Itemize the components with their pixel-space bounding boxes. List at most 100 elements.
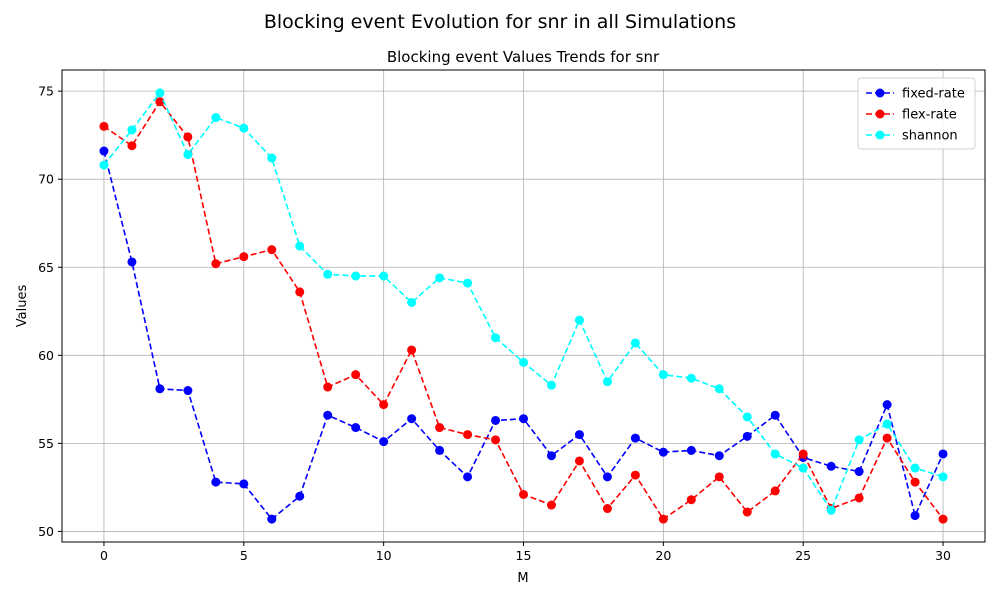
data-point-shannon: [127, 125, 137, 135]
data-point-fixed-rate: [938, 449, 948, 459]
data-point-flex-rate: [742, 507, 752, 517]
data-point-fixed-rate: [546, 451, 556, 461]
x-tick-label: 10: [376, 548, 392, 563]
data-point-fixed-rate: [658, 447, 668, 457]
data-point-flex-rate: [155, 97, 165, 107]
data-point-flex-rate: [239, 252, 249, 262]
data-point-shannon: [99, 160, 109, 170]
legend-item-flex-rate: flex-rate: [866, 108, 957, 123]
data-point-flex-rate: [574, 456, 584, 466]
data-point-shannon: [407, 297, 417, 307]
data-point-shannon: [742, 412, 752, 422]
data-point-flex-rate: [323, 382, 333, 392]
axis-ticks: 0 5 10 15 20 25 30 50 55 60 65 70 75: [38, 84, 951, 563]
x-tick-label: 0: [100, 548, 108, 563]
data-point-fixed-rate: [714, 451, 724, 461]
x-tick-label: 5: [240, 548, 248, 563]
data-point-shannon: [435, 273, 445, 283]
y-tick-label: 65: [38, 260, 54, 275]
y-tick-label: 75: [38, 84, 54, 99]
data-point-fixed-rate: [183, 386, 193, 396]
data-point-fixed-rate: [155, 384, 165, 394]
data-point-shannon: [267, 153, 277, 163]
x-tick-label: 25: [795, 548, 811, 563]
data-point-fixed-rate: [211, 477, 221, 487]
data-point-shannon: [798, 463, 808, 473]
data-point-shannon: [351, 271, 361, 281]
data-point-shannon: [686, 373, 696, 383]
series-shannon: [99, 88, 948, 515]
data-point-shannon: [574, 315, 584, 325]
data-point-shannon: [714, 384, 724, 394]
data-point-shannon: [295, 241, 305, 251]
legend-label: fixed-rate: [902, 87, 965, 102]
data-point-flex-rate: [854, 493, 864, 503]
data-point-flex-rate: [267, 245, 277, 255]
data-point-fixed-rate: [239, 479, 249, 489]
data-point-fixed-rate: [519, 414, 528, 424]
data-point-flex-rate: [658, 514, 668, 524]
data-point-shannon: [938, 472, 948, 482]
legend-marker: [875, 88, 885, 98]
data-point-fixed-rate: [742, 431, 752, 441]
data-point-fixed-rate: [854, 467, 864, 477]
legend-marker: [875, 109, 885, 119]
data-point-shannon: [155, 88, 165, 98]
legend-item-fixed-rate: fixed-rate: [866, 87, 965, 102]
legend-label: flex-rate: [902, 108, 957, 123]
data-point-shannon: [882, 419, 892, 429]
data-point-shannon: [211, 113, 221, 123]
data-point-fixed-rate: [323, 410, 333, 420]
y-tick-label: 70: [38, 172, 54, 187]
data-point-flex-rate: [407, 345, 417, 355]
data-point-fixed-rate: [574, 430, 584, 440]
data-point-flex-rate: [686, 495, 696, 505]
data-point-flex-rate: [798, 449, 808, 459]
data-point-shannon: [910, 463, 920, 473]
data-point-flex-rate: [882, 433, 892, 443]
data-point-flex-rate: [463, 430, 473, 440]
data-point-fixed-rate: [99, 146, 109, 156]
figure-suptitle: Blocking event Evolution for snr in all …: [264, 11, 736, 33]
data-point-flex-rate: [127, 141, 137, 151]
data-point-flex-rate: [183, 132, 193, 142]
data-point-flex-rate: [99, 121, 109, 131]
data-point-shannon: [658, 370, 668, 380]
data-point-fixed-rate: [491, 415, 501, 425]
data-point-fixed-rate: [267, 514, 277, 524]
data-point-fixed-rate: [826, 461, 836, 471]
legend: fixed-rate flex-rate shannon: [857, 77, 976, 150]
data-point-shannon: [826, 505, 836, 515]
legend-item-shannon: shannon: [866, 129, 958, 144]
data-point-shannon: [770, 449, 780, 459]
data-point-fixed-rate: [770, 410, 780, 420]
data-point-shannon: [630, 338, 640, 348]
data-point-shannon: [323, 269, 333, 279]
y-tick-label: 50: [38, 524, 54, 539]
data-point-flex-rate: [910, 477, 920, 487]
data-point-fixed-rate: [435, 445, 445, 455]
y-tick-label: 55: [38, 436, 54, 451]
data-point-shannon: [379, 271, 389, 281]
data-point-shannon: [854, 435, 864, 445]
data-point-fixed-rate: [295, 491, 305, 501]
data-point-shannon: [602, 377, 612, 387]
plot-title: Blocking event Values Trends for snr: [387, 48, 660, 66]
data-point-flex-rate: [379, 400, 389, 410]
data-point-flex-rate: [938, 514, 948, 524]
x-axis-label: M: [517, 571, 528, 586]
data-point-shannon: [239, 123, 249, 133]
data-point-flex-rate: [295, 287, 305, 297]
series-layer: [99, 88, 948, 524]
data-point-flex-rate: [630, 470, 640, 480]
legend-label: shannon: [902, 129, 958, 144]
data-point-fixed-rate: [602, 472, 612, 482]
data-point-flex-rate: [546, 500, 556, 510]
data-point-fixed-rate: [910, 511, 920, 521]
data-point-fixed-rate: [882, 400, 892, 410]
data-point-fixed-rate: [686, 445, 696, 455]
data-point-fixed-rate: [407, 414, 417, 424]
x-tick-label: 30: [935, 548, 951, 563]
x-tick-label: 15: [516, 548, 532, 563]
data-point-flex-rate: [435, 423, 445, 433]
